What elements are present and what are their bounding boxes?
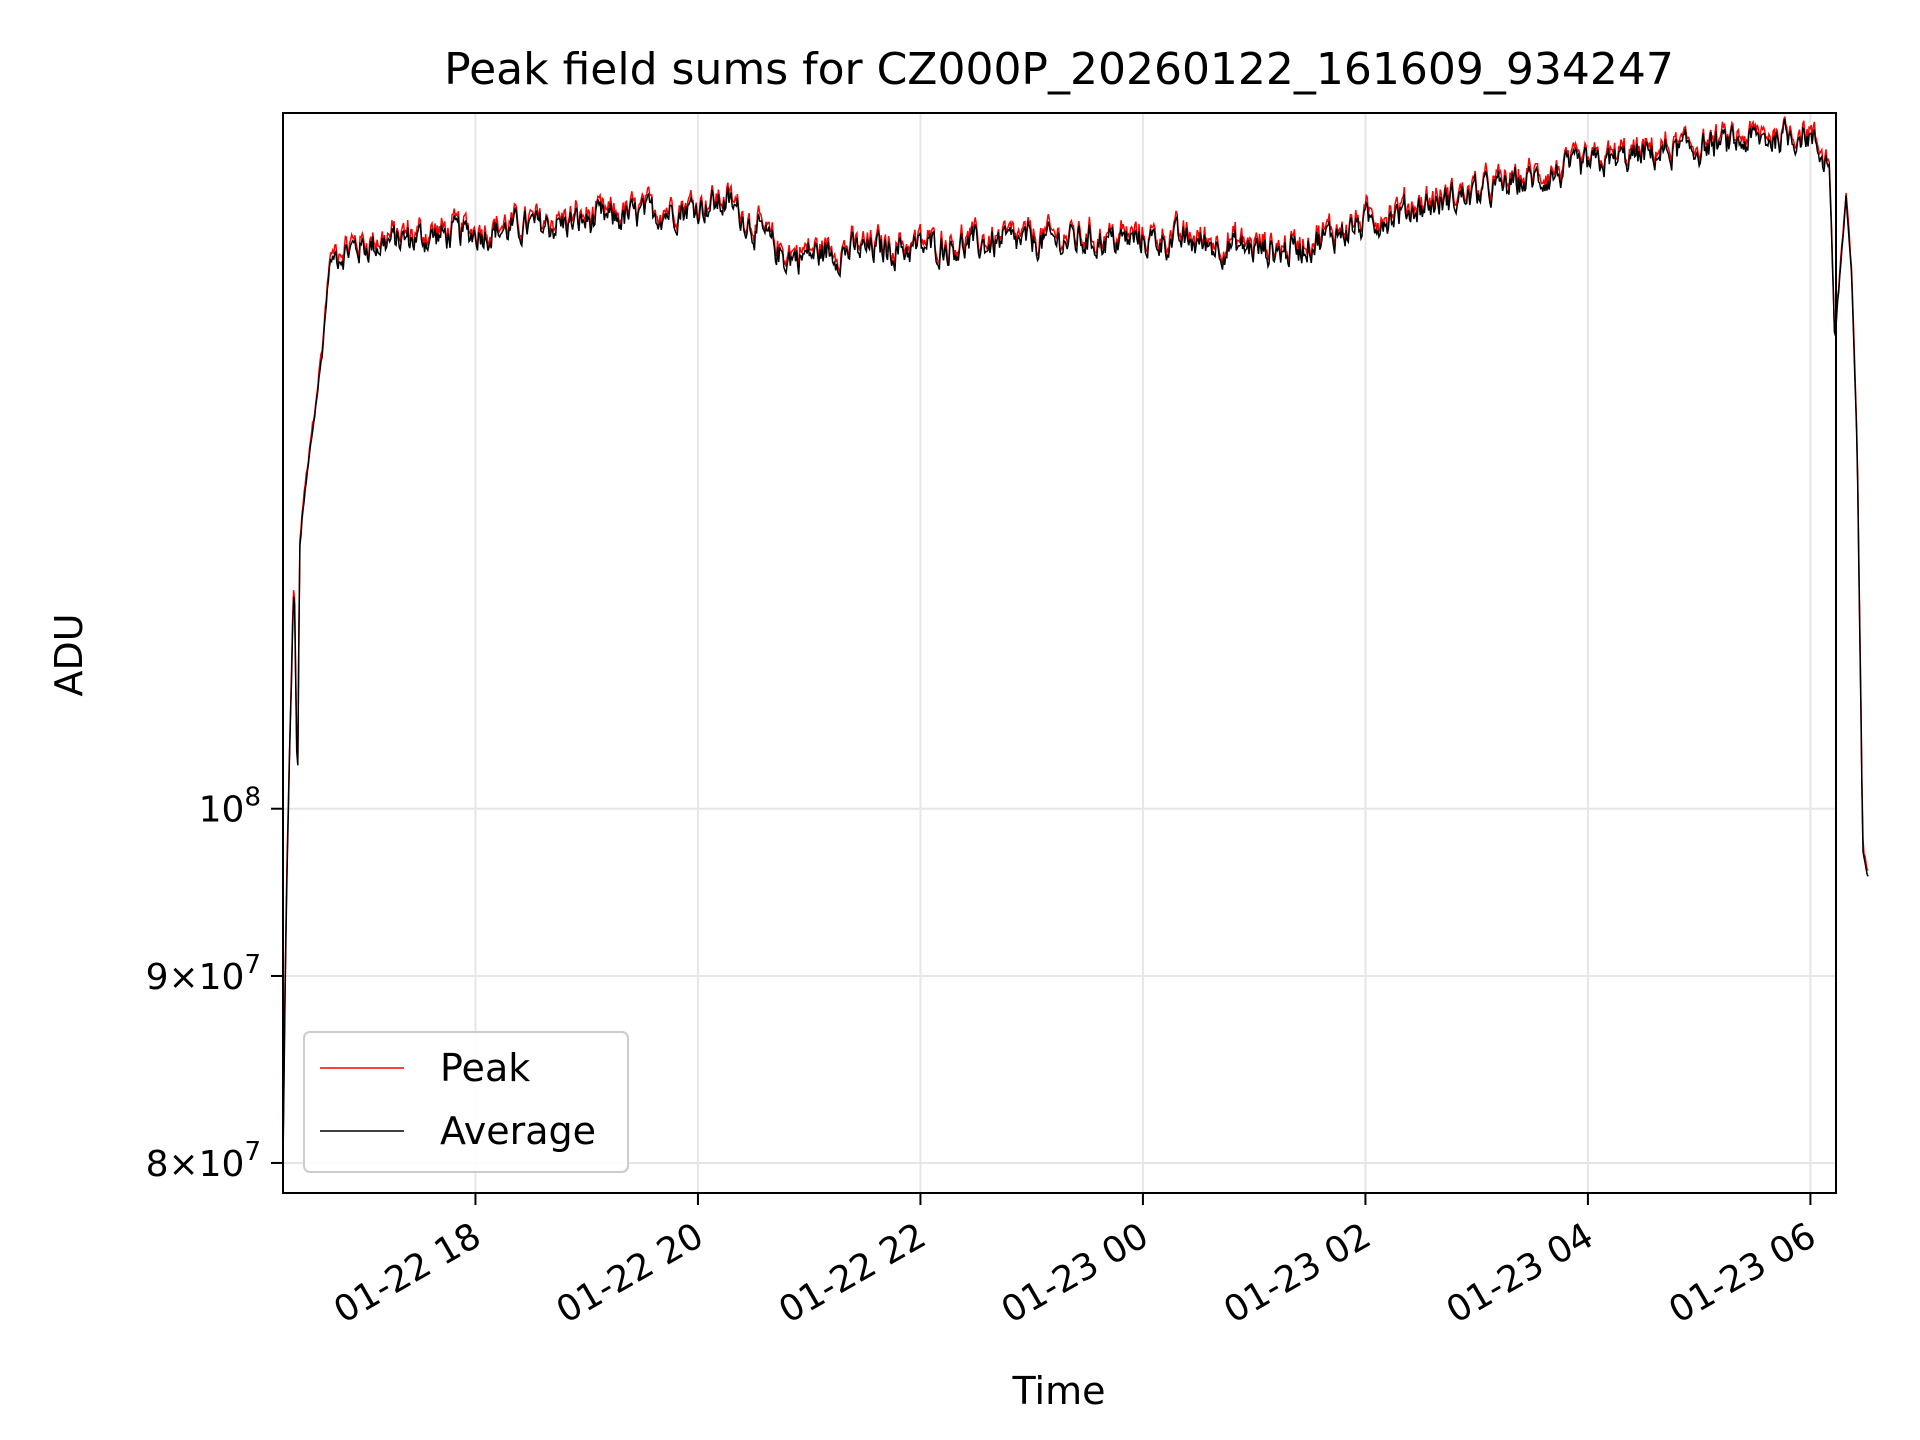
y-tick-exponent: 7 bbox=[244, 950, 261, 980]
y-axis-label: ADU bbox=[47, 613, 91, 696]
y-tick-exponent: 7 bbox=[244, 1137, 261, 1167]
grid-lines bbox=[283, 113, 1836, 1193]
y-tick-label: 8×107 bbox=[146, 1137, 261, 1185]
series-line-average bbox=[282, 118, 1869, 1161]
legend-box bbox=[303, 1031, 629, 1173]
legend-label-peak: Peak bbox=[440, 1046, 530, 1090]
y-tick-label: 108 bbox=[199, 783, 261, 831]
y-tick-base: 8×10 bbox=[146, 1144, 245, 1185]
y-tick-label: 9×107 bbox=[146, 950, 261, 998]
x-axis-label: Time bbox=[1012, 1369, 1106, 1413]
legend-label-average: Average bbox=[440, 1109, 596, 1153]
y-tick-base: 9×10 bbox=[146, 957, 245, 998]
series-lines bbox=[282, 116, 1869, 1161]
plot-frame bbox=[282, 112, 1837, 1194]
y-tick-base: 10 bbox=[199, 790, 245, 831]
y-tick-exponent: 8 bbox=[244, 783, 261, 813]
legend: Peak Average bbox=[303, 1031, 629, 1173]
chart-title: Peak field sums for CZ000P_20260122_1616… bbox=[444, 44, 1674, 95]
